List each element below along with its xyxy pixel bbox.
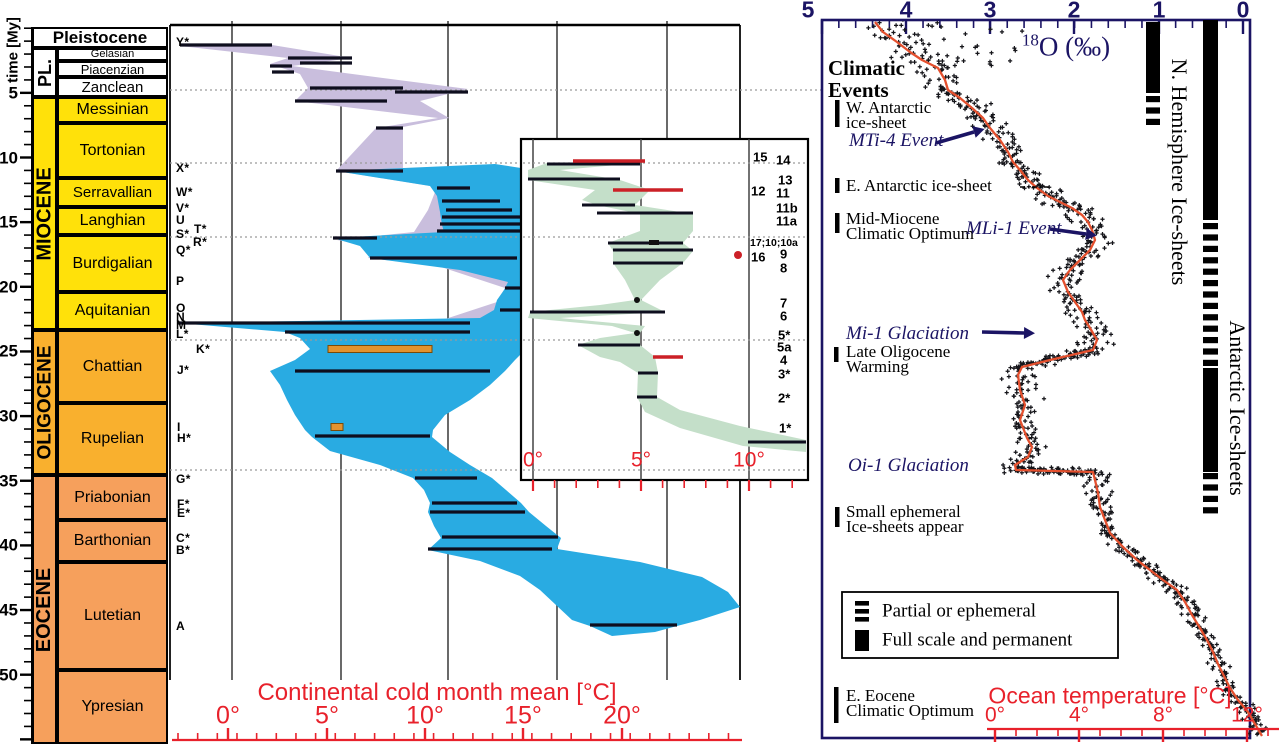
stage-lutetian-label: Lutetian	[84, 607, 141, 624]
event-tick-bar	[835, 213, 840, 233]
green-uncertainty-envelope	[528, 163, 806, 452]
stage-burdigalian-label: Burdigalian	[72, 254, 153, 272]
inset-black-dot	[634, 297, 640, 303]
legend-striped-icon	[855, 601, 869, 606]
stage-langhian: Langhian	[57, 207, 168, 235]
ice-bar-stripe	[1203, 302, 1218, 309]
ice-bar-stripe	[1203, 325, 1218, 332]
stage-aquitanian: Aquitanian	[57, 292, 168, 330]
event-arrow-head	[1085, 228, 1097, 240]
stage-burdigalian: Burdigalian	[57, 235, 168, 292]
ice-bar-stripe	[1203, 291, 1218, 298]
inset-red-dot	[734, 251, 742, 259]
ice-bar-stripe	[1203, 484, 1218, 491]
stage-serravallian: Serravallian	[57, 178, 168, 207]
stage-tortonian: Tortonian	[57, 123, 168, 178]
event-arrow-shaft	[981, 330, 1025, 335]
stage-barthonian: Barthonian	[57, 520, 168, 562]
ice-bar-stripe	[1203, 473, 1218, 480]
legend-solid-icon	[855, 630, 869, 651]
stage-barthonian-label: Barthonian	[73, 532, 152, 549]
stage-tortonian-label: Tortonian	[79, 141, 146, 159]
ice-bar-stripe	[1146, 118, 1160, 125]
stage-piacenzian: Piacenzian	[57, 61, 168, 77]
stage-gelasian-label: Gelasian	[90, 48, 135, 60]
event-tick-bar	[835, 100, 840, 127]
isotope-frame	[820, 18, 1252, 740]
ice-bar-stripe	[1203, 257, 1218, 264]
stage-rupelian-label: Rupelian	[80, 430, 145, 447]
event-arrow-head	[1023, 327, 1035, 339]
stage-lutetian: Lutetian	[57, 562, 168, 670]
inset-chart	[519, 137, 810, 491]
stage-gelasian: Gelasian	[57, 48, 168, 61]
ice-bar-stripe	[1203, 359, 1218, 366]
ice-bar-stripe	[1203, 280, 1218, 287]
ice-bar-stripe	[1203, 495, 1218, 502]
ice-bar-stripe	[1203, 223, 1218, 230]
stage-aquitanian-label: Aquitanian	[74, 302, 151, 319]
stage-messinian: Messinian	[57, 97, 168, 123]
ice-bar-stripe	[1146, 107, 1160, 114]
blue-uncertainty-envelope	[178, 164, 740, 636]
stage-chattian: Chattian	[57, 330, 168, 403]
ice-bar-stripe	[1203, 348, 1218, 355]
event-arrow-head	[972, 126, 985, 138]
isotope-running-mean-curve	[874, 21, 1263, 737]
ice-bar-solid	[1203, 20, 1218, 220]
isotope-panel	[820, 18, 1279, 742]
event-tick-bar	[835, 507, 840, 527]
time-axis	[20, 27, 33, 744]
stage-chattian-label: Chattian	[82, 357, 143, 375]
epoch-pleistocene: Pleistocene	[32, 27, 168, 48]
event-tick-bar	[834, 687, 839, 723]
inset-black-dot	[634, 330, 640, 336]
event-arrow-shaft	[935, 130, 975, 145]
stage-zanclean-label: Zanclean	[81, 78, 144, 96]
ice-bar-solid	[1203, 368, 1218, 472]
ice-bar-stripe	[1203, 507, 1218, 514]
stage-priabonian-label: Priabonian	[74, 488, 151, 506]
stage-ypresian: Ypresian	[57, 670, 168, 744]
orange-range-bar	[327, 345, 433, 353]
legend-box	[841, 591, 1119, 659]
ice-bar-stripe	[1203, 268, 1218, 275]
epoch-pleistocene-label: Pleistocene	[52, 28, 148, 47]
event-tick-bar	[834, 347, 839, 362]
stage-ypresian-label: Ypresian	[81, 698, 144, 715]
ice-bar-solid	[1146, 22, 1160, 93]
inset-black-square	[649, 240, 659, 245]
orange-range-bar	[330, 423, 344, 431]
ice-bar-stripe	[1203, 314, 1218, 321]
stage-langhian-label: Langhian	[79, 212, 146, 229]
ice-bar-stripe	[1146, 96, 1160, 103]
stage-piacenzian-label: Piacenzian	[80, 61, 145, 77]
ice-bar-stripe	[1203, 234, 1218, 241]
stage-zanclean: Zanclean	[57, 77, 168, 97]
stage-messinian-label: Messinian	[76, 101, 149, 118]
event-tick-bar	[835, 178, 840, 193]
event-arrow-shaft	[1049, 227, 1087, 236]
ice-bar-stripe	[1203, 337, 1218, 344]
legend-striped-icon	[855, 617, 869, 622]
ice-bar-stripe	[1203, 245, 1218, 252]
stage-rupelian: Rupelian	[57, 403, 168, 475]
stage-serravallian-label: Serravallian	[72, 184, 153, 201]
legend-striped-icon	[855, 609, 869, 614]
stage-priabonian: Priabonian	[57, 475, 168, 520]
